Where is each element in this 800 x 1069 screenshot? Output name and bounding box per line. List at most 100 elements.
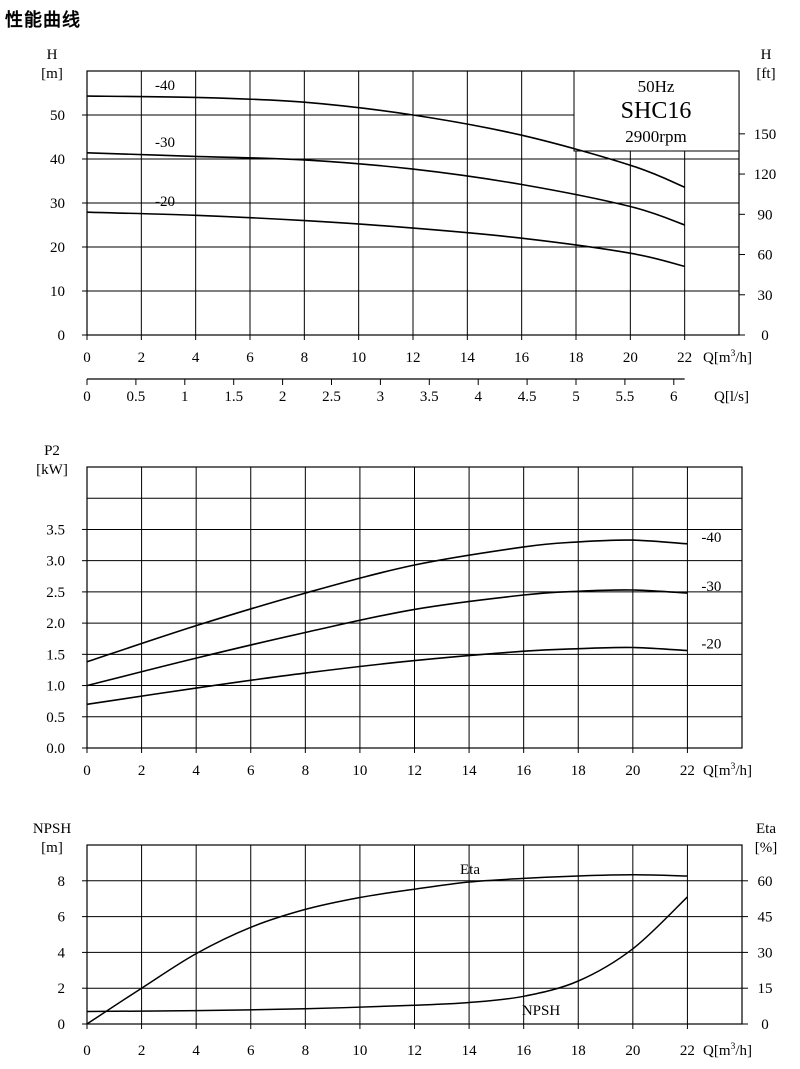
x-tick-label: 6 — [246, 350, 254, 366]
series-line — [86, 152, 685, 226]
x-axis-label: Q[m3/h] — [703, 1041, 752, 1059]
x-tick-label: 14 — [462, 1043, 478, 1059]
x-tick-label: 0 — [83, 350, 91, 366]
x-tick-label: 14 — [460, 350, 476, 366]
series--40: -40 — [86, 78, 686, 188]
y-tick-label-right: 45 — [758, 910, 773, 926]
y-tick-label: 4 — [58, 945, 66, 961]
x2-tick-label: 1.5 — [224, 389, 243, 405]
y-tick-label: 0 — [58, 1017, 66, 1033]
series-line — [86, 896, 688, 1013]
x-tick-label: 16 — [514, 350, 530, 366]
y-tick-label: 30 — [50, 196, 65, 212]
x2-tick-label: 5.5 — [616, 389, 635, 405]
chart-head: 0 2 4 6 8 10 12 14 16 18 20 22 Q[m3/h]01020304050H[m… — [41, 47, 776, 405]
series-label: -20 — [155, 194, 175, 210]
x-tick-label: 22 — [680, 1043, 695, 1059]
x-tick-label: 12 — [406, 350, 421, 366]
series-eta: Eta — [86, 862, 688, 1025]
x2-tick-label: 0.5 — [127, 389, 146, 405]
series-label: Eta — [460, 862, 480, 878]
y-tick-label: 6 — [58, 910, 66, 926]
y-axis-label-right: Eta — [756, 821, 776, 837]
y-tick-label: 20 — [50, 240, 65, 256]
x2-tick-label: 4.5 — [518, 389, 537, 405]
y-axis-label-left: H — [47, 47, 58, 63]
x-tick-label: 0 — [83, 763, 91, 779]
y-axis-label-right: H — [761, 47, 772, 63]
y-tick-label: 40 — [50, 152, 65, 168]
x-tick-label: 18 — [571, 763, 586, 779]
x-tick-label: 10 — [352, 763, 367, 779]
x2-tick-label: 5 — [572, 389, 580, 405]
x-tick-label: 22 — [680, 763, 695, 779]
series--20: -20 — [86, 194, 685, 268]
y-tick-label-right: 30 — [758, 945, 773, 961]
y-tick-label: 0.0 — [46, 741, 65, 757]
y-axis-label-left: [kW] — [36, 462, 68, 478]
x-tick-label: 8 — [302, 763, 310, 779]
series--40: -40 — [86, 530, 721, 663]
y-axis-label-right: [%] — [755, 840, 778, 856]
x-tick-label: 4 — [192, 763, 200, 779]
x-tick-label: 8 — [302, 1043, 310, 1059]
x-tick-label: 16 — [516, 1043, 532, 1059]
series-label: -40 — [155, 78, 175, 94]
x-tick-label: 12 — [407, 1043, 422, 1059]
series--20: -20 — [86, 637, 721, 706]
y-tick-label: 1.5 — [46, 647, 65, 663]
y-tick-label-right: 120 — [754, 167, 777, 183]
x2-tick-label: 2.5 — [322, 389, 341, 405]
x-tick-label: 8 — [301, 350, 309, 366]
x-tick-label: 10 — [352, 1043, 367, 1059]
y-axis-label-right: [ft] — [756, 66, 775, 82]
x-tick-label: 16 — [516, 763, 532, 779]
y-tick-label: 8 — [58, 874, 66, 890]
page-title: 性能曲线 — [5, 10, 81, 31]
x-tick-label: 10 — [351, 350, 366, 366]
x2-tick-label: 3.5 — [420, 389, 439, 405]
y-tick-label-right: 0 — [761, 1017, 769, 1033]
x2-tick-label: 1 — [181, 389, 189, 405]
y-tick-label: 10 — [50, 284, 65, 300]
y-tick-label: 0 — [58, 328, 66, 344]
x-tick-label: 18 — [569, 350, 584, 366]
x-tick-label: 6 — [247, 763, 255, 779]
series-label: -30 — [701, 579, 721, 595]
y-tick-label: 1.0 — [46, 679, 65, 695]
y-axis-label-left: P2 — [44, 443, 60, 459]
x-tick-label: 20 — [625, 1043, 640, 1059]
y-tick-label-right: 90 — [758, 207, 773, 223]
y-tick-label: 2.5 — [46, 585, 65, 601]
x2-tick-label: 4 — [474, 389, 482, 405]
chart-power: 0 2 4 6 8 10 12 14 16 18 20 22 Q[m3/h] 0.0 0.5 1.0 1.5 2.… — [36, 443, 752, 779]
chart-npsh-eta: 0 2 4 6 8 10 12 14 16 18 20 22 Q[m3/h] 0 2 4 6 8 NPSH [m] 0 1… — [33, 821, 777, 1059]
y-tick-label: 0.5 — [46, 710, 65, 726]
series-line — [86, 874, 688, 1025]
x-tick-label: 4 — [192, 1043, 200, 1059]
x-tick-label: 14 — [462, 763, 478, 779]
x2-tick-label: 3 — [377, 389, 385, 405]
y-tick-label-right: 0 — [761, 328, 769, 344]
y-tick-label: 3.5 — [46, 522, 65, 538]
x-tick-label: 20 — [623, 350, 638, 366]
info-box-speed: 2900rpm — [625, 127, 686, 146]
y-tick-label-right: 60 — [758, 248, 773, 264]
series-label: -30 — [155, 135, 175, 151]
series-line — [86, 589, 688, 687]
x-axis-label: Q[m3/h] — [703, 348, 752, 366]
info-box — [573, 70, 740, 152]
series-npsh: NPSH — [86, 896, 688, 1019]
x-axis-label: Q[m3/h] — [703, 761, 752, 779]
y-tick-label: 50 — [50, 108, 65, 124]
series-label: -20 — [701, 637, 721, 653]
info-box-model: SHC16 — [621, 98, 692, 124]
x-tick-label: 2 — [138, 1043, 146, 1059]
series--30: -30 — [86, 579, 721, 687]
series-line — [86, 539, 688, 663]
series-line — [86, 211, 685, 268]
series-line — [86, 646, 688, 706]
info-box-frequency: 50Hz — [638, 77, 675, 96]
x-tick-label: 6 — [247, 1043, 255, 1059]
